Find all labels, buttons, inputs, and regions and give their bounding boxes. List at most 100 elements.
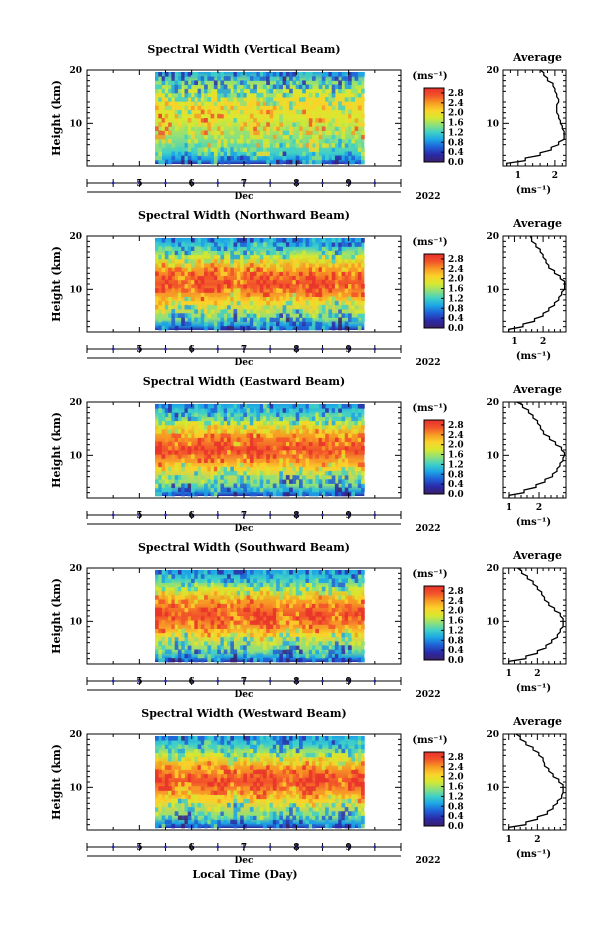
colorbar-tick-label: 0.8 (448, 636, 464, 646)
profile-x-tick-label: 1 (506, 503, 512, 513)
colorbar-tick-label: 2.4 (448, 265, 464, 275)
panel-1: Spectral Width (Northward Beam) 10 20 Heigh… (50, 209, 567, 368)
colorbar-tick-label: 1.2 (448, 626, 464, 636)
profile-unit: (ms⁻¹) (516, 185, 551, 196)
panel-4: Spectral Width (Westward Beam) 10 20 Height… (50, 707, 567, 866)
year-label: 2022 (415, 524, 440, 534)
x-tick-label: 8 (293, 511, 299, 521)
colorbar (423, 585, 445, 661)
colorbar-unit: (ms⁻¹) (412, 403, 447, 414)
colorbar-tick-label: 2.8 (448, 421, 464, 431)
year-label: 2022 (415, 856, 440, 866)
x-tick-label: 9 (346, 345, 352, 355)
colorbar-tick-label: 1.6 (448, 285, 464, 295)
x-tick-label: 7 (241, 179, 247, 189)
heatmap-cells (155, 238, 365, 331)
colorbar-tick-label: 2.0 (448, 109, 464, 119)
profile-line (508, 733, 564, 830)
x-tick-label: 5 (136, 677, 142, 687)
colorbar-tick-label: 2.4 (448, 431, 464, 441)
y-tick-label: 10 (69, 285, 82, 295)
x-tick-label: 5 (136, 345, 142, 355)
colorbar-tick-label: 1.2 (448, 294, 464, 304)
x-axis-label: Local Time (Day) (192, 868, 297, 881)
profile-x-tick-label: 2 (534, 835, 540, 845)
colorbar-tick-label: 0.8 (448, 304, 464, 314)
profile-y-tick-label: 10 (486, 119, 499, 129)
heatmap-cells (155, 72, 365, 165)
colorbar-tick-label: 2.0 (448, 773, 464, 783)
heatmap-cells (155, 570, 365, 663)
y-tick-label: 20 (69, 398, 82, 408)
profile-x-tick-label: 1 (506, 835, 512, 845)
profile-x-tick-label: 2 (552, 171, 558, 181)
profile-y-tick-label: 20 (486, 232, 499, 242)
y-axis-label: Height (km) (50, 80, 63, 156)
y-tick-label: 10 (69, 617, 82, 627)
colorbar-tick-label: 0.0 (448, 490, 464, 500)
colorbar-tick-label: 0.8 (448, 138, 464, 148)
colorbar-tick-label: 1.2 (448, 792, 464, 802)
x-tick-label: 5 (136, 179, 142, 189)
x-tick-label: 8 (293, 677, 299, 687)
colorbar-tick-label: 0.4 (448, 480, 464, 490)
x-tick-label: 6 (189, 345, 195, 355)
profile-y-tick-label: 10 (486, 617, 499, 627)
x-tick-label: 7 (241, 345, 247, 355)
colorbar-tick-label: 2.8 (448, 255, 464, 265)
y-axis-label: Height (km) (50, 744, 63, 820)
colorbar-tick-label: 0.4 (448, 812, 464, 822)
panel-title: Spectral Width (Vertical Beam) (147, 43, 340, 56)
colorbar-tick-label: 2.0 (448, 607, 464, 617)
month-label: Dec (234, 192, 254, 202)
colorbar-tick-label: 2.4 (448, 597, 464, 607)
panel-3: Spectral Width (Southward Beam) 10 20 Heigh… (50, 541, 567, 700)
colorbar-tick-label: 0.4 (448, 148, 464, 158)
colorbar-tick-label: 2.4 (448, 763, 464, 773)
x-tick-label: 9 (346, 179, 352, 189)
colorbar-tick-label: 0.4 (448, 314, 464, 324)
profile-y-tick-label: 20 (486, 398, 499, 408)
x-tick-label: 8 (293, 843, 299, 853)
profile-unit: (ms⁻¹) (516, 849, 551, 860)
profile-unit: (ms⁻¹) (516, 683, 551, 694)
profile-frame (502, 567, 567, 665)
colorbar-tick-label: 0.4 (448, 646, 464, 656)
profile-title: Average (512, 217, 562, 230)
y-tick-label: 20 (69, 730, 82, 740)
profile-x-tick-label: 1 (506, 669, 512, 679)
colorbar-tick-label: 0.0 (448, 158, 464, 168)
year-label: 2022 (415, 192, 440, 202)
x-tick-label: 6 (189, 677, 195, 687)
x-tick-label: 5 (136, 843, 142, 853)
profile-unit: (ms⁻¹) (516, 517, 551, 528)
y-tick-label: 20 (69, 232, 82, 242)
profile-x-tick-label: 2 (536, 503, 542, 513)
y-axis-label: Height (km) (50, 412, 63, 488)
month-label: Dec (234, 856, 254, 866)
profile-frame (502, 69, 567, 167)
profile-y-tick-label: 10 (486, 451, 499, 461)
y-axis-label: Height (km) (50, 578, 63, 654)
month-label: Dec (234, 690, 254, 700)
profile-unit: (ms⁻¹) (516, 351, 551, 362)
profile-y-tick-label: 10 (486, 783, 499, 793)
colorbar (423, 87, 445, 163)
panel-title: Spectral Width (Eastward Beam) (143, 375, 345, 388)
x-tick-label: 7 (241, 843, 247, 853)
profile-line (508, 567, 564, 664)
x-tick-label: 6 (189, 511, 195, 521)
profile-title: Average (512, 549, 562, 562)
x-tick-label: 9 (346, 511, 352, 521)
profile-x-tick-label: 1 (511, 337, 517, 347)
colorbar-unit: (ms⁻¹) (412, 237, 447, 248)
panel-title: Spectral Width (Northward Beam) (138, 209, 350, 222)
colorbar-tick-label: 1.6 (448, 617, 464, 627)
heatmap-cells (155, 404, 365, 497)
x-tick-label: 6 (189, 843, 195, 853)
x-tick-label: 7 (241, 511, 247, 521)
colorbar-tick-label: 1.6 (448, 451, 464, 461)
panel-2: Spectral Width (Eastward Beam) 10 20 Height… (50, 375, 567, 534)
panel-0: Spectral Width (Vertical Beam) 10 20 Height… (50, 43, 567, 202)
profile-y-tick-label: 20 (486, 66, 499, 76)
